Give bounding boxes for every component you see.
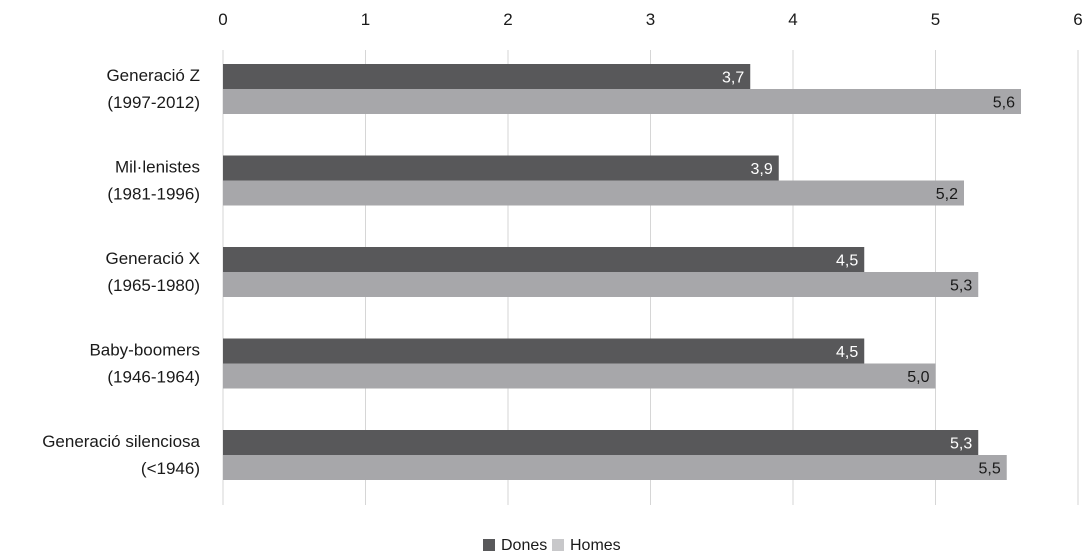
x-tick-label: 5 [931,10,940,29]
category-label: Generació Z [106,66,200,85]
data-label: 5,0 [907,369,929,386]
category-label: (<1946) [141,459,200,478]
data-label: 3,9 [751,161,773,178]
x-tick-label: 1 [361,10,370,29]
data-label: 5,2 [936,186,958,203]
bar-dones [223,247,865,272]
x-tick-label: 6 [1073,10,1082,29]
category-label: Baby-boomers [89,341,200,360]
bar-dones [223,430,979,455]
data-label: 5,3 [950,278,972,295]
data-label: 5,5 [979,461,1001,478]
data-label: 4,5 [836,253,858,270]
legend-label-homes: Homes [570,537,621,554]
bar-dones [223,64,751,89]
data-label: 3,7 [722,70,744,87]
legend-swatch-homes [552,539,564,551]
bar-homes [223,272,979,297]
bar-homes [223,455,1007,480]
x-tick-label: 3 [646,10,655,29]
category-label: Generació X [106,249,201,268]
bar-homes [223,363,936,389]
category-label: (1981-1996) [107,185,200,204]
legend-label-dones: Dones [501,537,547,554]
category-label: (1997-2012) [107,93,200,112]
bar-dones [223,155,779,181]
category-label: Generació silenciosa [42,432,200,451]
bar-homes [223,180,964,206]
legend-swatch-dones [483,539,495,551]
category-label: Mil·lenistes [115,158,200,177]
x-tick-label: 4 [788,10,797,29]
category-label: (1946-1964) [107,368,200,387]
bar-dones [223,338,865,364]
category-label: (1965-1980) [107,276,200,295]
data-label: 5,3 [950,436,972,453]
data-label: 5,6 [993,95,1015,112]
x-tick-label: 0 [218,10,227,29]
bar-homes [223,89,1021,114]
x-tick-label: 2 [503,10,512,29]
data-label: 4,5 [836,344,858,361]
